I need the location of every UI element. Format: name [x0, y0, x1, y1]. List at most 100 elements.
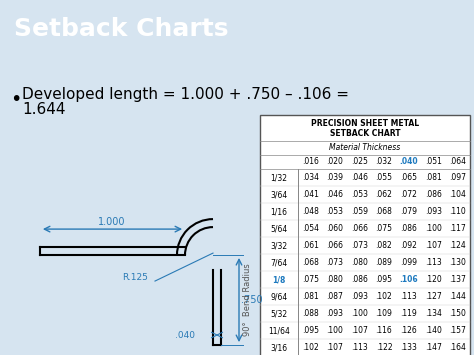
Text: .137: .137: [449, 275, 466, 284]
Text: .061: .061: [302, 241, 319, 250]
Text: Setback Charts: Setback Charts: [14, 17, 229, 41]
Text: .092: .092: [400, 241, 417, 250]
Text: .059: .059: [351, 207, 368, 216]
Text: .144: .144: [449, 292, 466, 301]
Text: .157: .157: [449, 326, 466, 335]
Text: .130: .130: [449, 258, 466, 267]
Text: .127: .127: [425, 292, 441, 301]
Text: .064: .064: [449, 157, 466, 166]
Text: .097: .097: [449, 173, 466, 182]
Text: .093: .093: [425, 207, 442, 216]
Text: 1/8: 1/8: [272, 275, 286, 284]
Text: .086: .086: [425, 190, 442, 199]
Text: 1/32: 1/32: [271, 173, 288, 182]
Text: R.125: R.125: [122, 273, 148, 282]
Text: .150: .150: [449, 309, 466, 318]
Text: .060: .060: [327, 224, 343, 233]
Text: .054: .054: [302, 224, 319, 233]
Text: .075: .075: [375, 224, 392, 233]
Text: 3/32: 3/32: [271, 241, 288, 250]
Text: .120: .120: [425, 275, 441, 284]
Text: .075: .075: [302, 275, 319, 284]
Text: •: •: [10, 90, 21, 109]
Text: Material Thickness: Material Thickness: [329, 143, 401, 152]
Text: .109: .109: [375, 309, 392, 318]
Text: .082: .082: [375, 241, 392, 250]
Text: .080: .080: [327, 275, 343, 284]
Text: .055: .055: [375, 173, 392, 182]
Text: .046: .046: [327, 190, 343, 199]
Text: 3/64: 3/64: [270, 190, 288, 199]
Text: Developed length = 1.000 + .750 – .106 =: Developed length = 1.000 + .750 – .106 =: [22, 87, 349, 102]
Text: .073: .073: [351, 241, 368, 250]
Text: .119: .119: [400, 309, 417, 318]
Text: .068: .068: [302, 258, 319, 267]
Text: 90°  Bend Radius: 90° Bend Radius: [244, 264, 253, 337]
Text: .122: .122: [376, 343, 392, 352]
Text: .750: .750: [241, 295, 263, 305]
Text: .046: .046: [351, 173, 368, 182]
Text: .080: .080: [351, 258, 368, 267]
Text: .113: .113: [425, 258, 441, 267]
Text: 1/16: 1/16: [271, 207, 288, 216]
Text: 9/64: 9/64: [270, 292, 288, 301]
Text: .113: .113: [351, 343, 368, 352]
Text: .093: .093: [351, 292, 368, 301]
Text: .073: .073: [327, 258, 343, 267]
Text: .034: .034: [302, 173, 319, 182]
Text: .107: .107: [351, 326, 368, 335]
Text: .053: .053: [327, 207, 343, 216]
Text: 3/16: 3/16: [271, 343, 288, 352]
Text: .040: .040: [399, 157, 418, 166]
Text: .051: .051: [425, 157, 442, 166]
Text: .102: .102: [302, 343, 319, 352]
Bar: [260, 115, 470, 355]
Text: .113: .113: [400, 292, 417, 301]
Text: .041: .041: [302, 190, 319, 199]
Text: .100: .100: [327, 326, 343, 335]
Text: .107: .107: [425, 241, 442, 250]
Text: .087: .087: [327, 292, 343, 301]
Text: .065: .065: [400, 173, 417, 182]
Text: .140: .140: [425, 326, 442, 335]
Text: 1.000: 1.000: [98, 217, 126, 227]
Text: .066: .066: [327, 241, 343, 250]
Text: .016: .016: [302, 157, 319, 166]
Text: .117: .117: [449, 224, 466, 233]
Text: .100: .100: [351, 309, 368, 318]
Text: 5/32: 5/32: [271, 309, 288, 318]
Text: .088: .088: [302, 309, 319, 318]
Text: .072: .072: [400, 190, 417, 199]
Text: .086: .086: [400, 224, 417, 233]
Text: .133: .133: [400, 343, 417, 352]
Text: 11/64: 11/64: [268, 326, 290, 335]
Text: .107: .107: [327, 343, 343, 352]
Text: .089: .089: [375, 258, 392, 267]
Text: .104: .104: [449, 190, 466, 199]
Text: .039: .039: [327, 173, 343, 182]
Text: .164: .164: [449, 343, 466, 352]
Text: PRECISION SHEET METAL: PRECISION SHEET METAL: [311, 119, 419, 128]
Text: .147: .147: [425, 343, 442, 352]
Text: .100: .100: [425, 224, 442, 233]
Text: .095: .095: [375, 275, 392, 284]
Text: .099: .099: [400, 258, 417, 267]
Text: .079: .079: [400, 207, 417, 216]
Text: .040: .040: [175, 331, 195, 339]
Text: 5/64: 5/64: [270, 224, 288, 233]
Text: .102: .102: [375, 292, 392, 301]
Text: .081: .081: [302, 292, 319, 301]
Text: SETBACK CHART: SETBACK CHART: [330, 129, 401, 138]
Text: 7/64: 7/64: [270, 258, 288, 267]
Text: .068: .068: [375, 207, 392, 216]
Text: .106: .106: [399, 275, 418, 284]
Text: .032: .032: [375, 157, 392, 166]
Text: .020: .020: [327, 157, 343, 166]
Text: .126: .126: [400, 326, 417, 335]
Text: .124: .124: [449, 241, 466, 250]
Text: .086: .086: [351, 275, 368, 284]
Text: .095: .095: [302, 326, 319, 335]
Text: 1.644: 1.644: [22, 102, 65, 117]
Text: .025: .025: [351, 157, 368, 166]
Text: .053: .053: [351, 190, 368, 199]
